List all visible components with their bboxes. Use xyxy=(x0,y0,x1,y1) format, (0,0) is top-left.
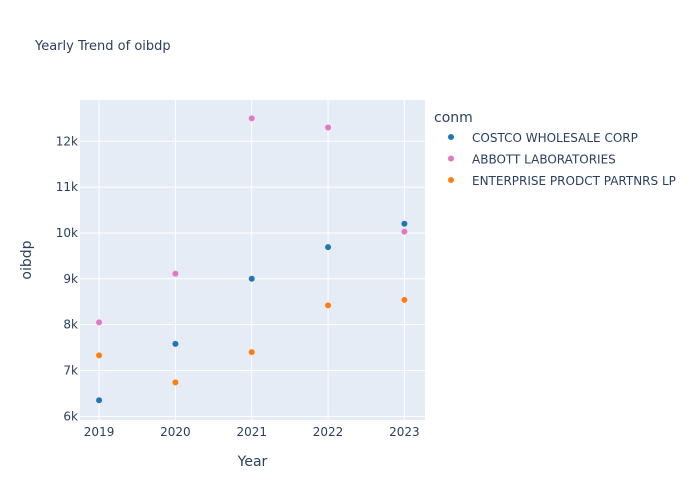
x-tick-label: 2021 xyxy=(236,425,267,439)
data-point xyxy=(248,275,255,282)
data-point xyxy=(325,302,332,309)
x-tick-label: 2020 xyxy=(160,425,191,439)
data-point xyxy=(248,349,255,356)
legend-marker xyxy=(448,134,454,140)
data-point xyxy=(172,379,179,386)
y-tick-label: 12k xyxy=(56,134,78,148)
data-point xyxy=(401,296,408,303)
y-tick-label: 6k xyxy=(63,409,78,423)
data-point xyxy=(401,220,408,227)
x-axis-title: Year xyxy=(237,454,268,470)
legend-marker xyxy=(448,155,454,162)
y-tick-label: 8k xyxy=(63,318,78,332)
data-point xyxy=(96,319,103,326)
tick-labels: 2019 2020 2021 2022 2023 6k 7k 8k 9k 10k 11k 12k xyxy=(56,134,420,439)
legend: COSTCO WHOLESALE CORP ABBOTT LABORATORIES… xyxy=(448,131,676,188)
data-point xyxy=(401,228,408,235)
legend-item-label: ENTERPRISE PRODCT PARTNRS LP xyxy=(472,174,676,188)
x-tick-label: 2023 xyxy=(389,425,420,439)
legend-title: conm xyxy=(434,110,473,126)
y-tick-label: 9k xyxy=(63,272,78,286)
data-point xyxy=(248,115,255,122)
data-point xyxy=(96,397,103,404)
x-tick-label: 2022 xyxy=(313,425,344,439)
data-point xyxy=(172,270,179,277)
legend-item-label: ABBOTT LABORATORIES xyxy=(472,153,616,167)
legend-marker xyxy=(448,177,454,183)
y-tick-label: 11k xyxy=(56,180,78,194)
chart-title: Yearly Trend of oibdp xyxy=(34,39,171,54)
data-point xyxy=(325,124,332,131)
data-point xyxy=(325,244,332,251)
y-tick-label: 10k xyxy=(56,226,78,240)
data-points xyxy=(96,115,408,404)
y-axis-title: oibdp xyxy=(19,240,35,279)
y-tick-label: 7k xyxy=(63,363,78,377)
data-point xyxy=(172,340,179,347)
legend-item-label: COSTCO WHOLESALE CORP xyxy=(472,131,638,145)
x-tick-label: 2019 xyxy=(84,425,115,439)
data-point xyxy=(96,352,103,359)
plot-area xyxy=(80,100,425,420)
